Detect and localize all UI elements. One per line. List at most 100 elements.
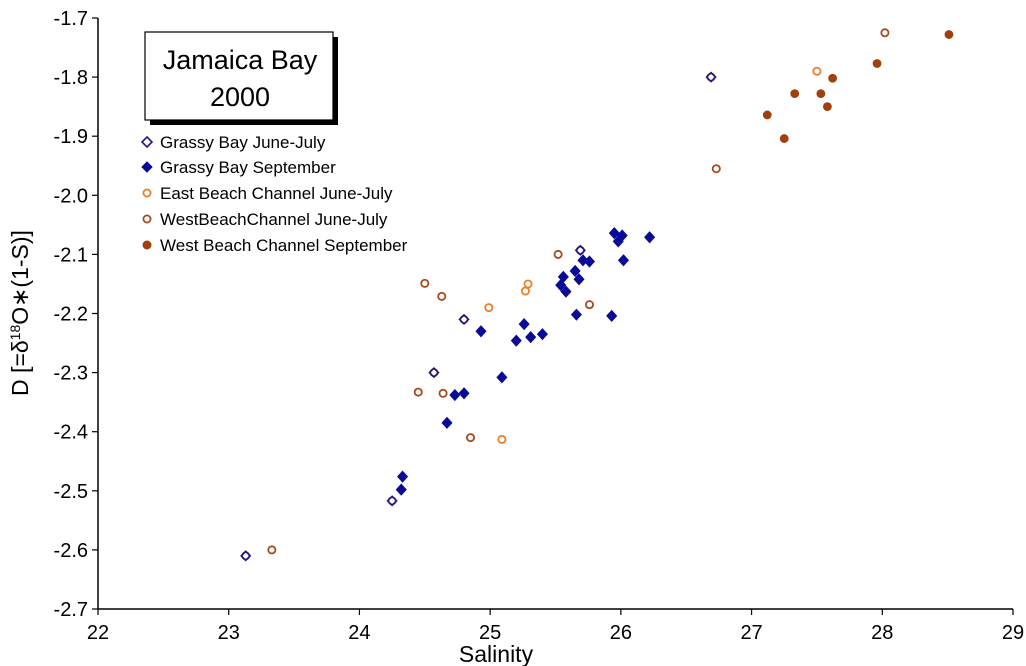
data-point <box>555 279 567 292</box>
data-point <box>395 483 407 496</box>
data-point <box>557 270 569 283</box>
data-point <box>438 388 448 398</box>
data-point <box>880 28 890 38</box>
x-tick-label: 28 <box>871 622 893 644</box>
data-point <box>413 387 423 397</box>
legend-item-east-beach-channel-june-july: East Beach Channel June-July <box>142 184 393 203</box>
legend-item-west-beach-channel-september: West Beach Channel September <box>142 236 408 255</box>
data-point <box>608 227 620 240</box>
data-point <box>574 244 586 256</box>
data-point <box>525 331 537 344</box>
data-point <box>606 309 618 322</box>
data-point <box>267 545 277 555</box>
y-tick-label: -2.2 <box>54 304 88 326</box>
data-point <box>428 366 440 379</box>
data-point <box>510 334 522 347</box>
legend-item-grassy-bay-june-july: Grassy Bay June-July <box>140 133 326 152</box>
data-point <box>790 89 800 99</box>
data-point <box>573 273 585 286</box>
y-tick-label: -2.7 <box>54 599 88 621</box>
data-point <box>484 303 494 313</box>
y-tick-label: -2.3 <box>54 363 88 385</box>
data-point <box>449 388 461 402</box>
legend-marker-open-circle-brown <box>142 214 152 224</box>
data-points <box>240 28 954 562</box>
chart-title-line-1: Jamaica Bay <box>163 45 318 75</box>
x-tick-label: 27 <box>740 622 762 644</box>
data-point <box>583 255 596 268</box>
data-point <box>437 291 447 301</box>
series-1-points <box>395 227 656 496</box>
data-point <box>520 286 530 296</box>
data-point <box>458 313 470 326</box>
y-tick-label: -1.9 <box>54 126 88 148</box>
y-tick-label: -1.7 <box>54 8 88 30</box>
data-point <box>240 550 252 562</box>
data-point <box>872 59 882 68</box>
data-point <box>944 30 954 39</box>
data-point <box>779 134 789 143</box>
data-point <box>420 278 430 288</box>
y-tick-label: -2.4 <box>54 422 88 444</box>
y-tick-label: -2.5 <box>54 481 88 503</box>
data-point <box>816 89 826 99</box>
series-2-points <box>484 66 822 444</box>
data-point <box>570 308 582 321</box>
legend: Grassy Bay June-July Grassy Bay Septembe… <box>140 133 408 255</box>
data-point <box>828 73 838 83</box>
data-point <box>617 254 630 267</box>
chart-title-box: Jamaica Bay 2000 <box>144 31 338 125</box>
legend-item-west-beach-channel-june-july: WestBeachChannel June-July <box>142 210 388 229</box>
legend-label-west-beach-channel-june-july: WestBeachChannel June-July <box>160 210 388 229</box>
x-axis-title: Salinity <box>459 641 534 666</box>
legend-label-west-beach-channel-september: West Beach Channel September <box>160 236 408 255</box>
legend-marker-filled-circle-brown <box>142 240 152 250</box>
series-0-points <box>240 71 717 562</box>
data-point <box>458 387 470 400</box>
data-point <box>441 416 453 429</box>
x-tick-label: 25 <box>479 622 501 644</box>
series-4-points <box>762 30 954 143</box>
y-tick-label: -1.8 <box>54 67 88 89</box>
legend-item-grassy-bay-september: Grassy Bay September <box>141 158 336 177</box>
legend-marker-filled-diamond <box>141 161 153 173</box>
data-point <box>496 371 508 384</box>
data-point <box>762 110 772 120</box>
x-tick-label: 22 <box>87 622 109 644</box>
y-tick-label: -2.6 <box>54 540 88 562</box>
data-point <box>584 300 594 310</box>
legend-label-grassy-bay-june-july: Grassy Bay June-July <box>160 133 326 152</box>
chart-title-line-2: 2000 <box>210 82 270 112</box>
data-point <box>466 433 476 443</box>
data-point <box>523 279 533 289</box>
data-point <box>518 318 530 331</box>
x-tick-label: 26 <box>610 622 632 644</box>
legend-marker-open-diamond <box>140 135 154 149</box>
data-point <box>386 495 398 507</box>
y-axis-title: D [=δ18O∗(1-S)] <box>7 230 33 396</box>
data-point <box>497 434 507 444</box>
data-point <box>644 231 656 244</box>
y-tick-label: -2.1 <box>54 244 88 266</box>
axis-ticks: 22 23 24 25 26 27 28 29 -1.7 -1.8 -1.9 -2.0 -2.1 -2.2… <box>54 8 1025 644</box>
title-box-frame <box>144 31 334 121</box>
x-tick-label: 29 <box>1002 622 1024 644</box>
data-point <box>553 249 563 259</box>
x-tick-label: 23 <box>218 622 240 644</box>
data-point <box>711 164 721 174</box>
data-point <box>397 470 409 483</box>
data-point <box>812 66 822 76</box>
legend-marker-open-circle-orange <box>142 188 152 198</box>
data-point <box>475 325 487 338</box>
y-tick-label: -2.0 <box>54 185 88 207</box>
legend-label-east-beach-channel-june-july: East Beach Channel June-July <box>160 184 393 203</box>
data-point <box>560 285 572 298</box>
data-point <box>536 328 548 341</box>
x-tick-label: 24 <box>348 622 370 644</box>
data-point <box>569 264 581 278</box>
legend-label-grassy-bay-september: Grassy Bay September <box>160 158 336 177</box>
data-point <box>822 102 832 112</box>
data-point <box>616 229 628 242</box>
data-point <box>705 71 717 83</box>
